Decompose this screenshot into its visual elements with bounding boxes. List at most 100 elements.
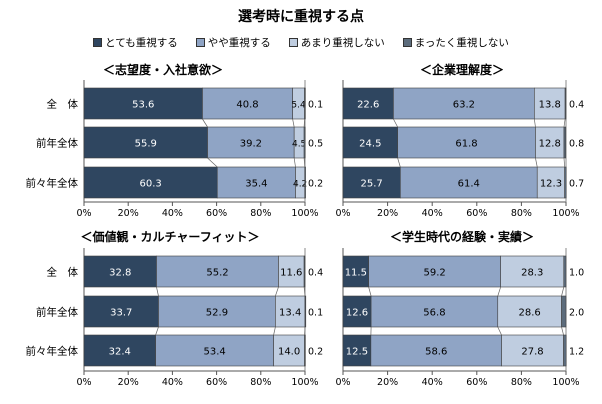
x-tick-label: 20% <box>377 208 398 219</box>
data-label: 53.6 <box>132 100 154 111</box>
data-label: 1.0 <box>569 268 584 279</box>
data-label: 63.2 <box>453 100 475 111</box>
x-tick-label: 80% <box>250 208 271 219</box>
bar-segment <box>563 126 567 159</box>
data-label: 32.4 <box>109 347 131 358</box>
bar-segment <box>561 295 567 328</box>
data-label: 11.6 <box>280 268 302 279</box>
bar-segment <box>83 255 157 288</box>
data-label: 60.3 <box>139 179 161 190</box>
data-label: 61.8 <box>455 139 477 150</box>
x-tick-label: 20% <box>118 208 139 219</box>
bar-segment <box>342 295 372 328</box>
legend-item-not-important-at-all: まったく重視しない <box>402 34 509 50</box>
x-tick-label: 60% <box>206 377 227 388</box>
bar-segment <box>500 255 565 288</box>
connector-line <box>207 157 218 168</box>
category-label: 前年全体 <box>36 306 78 319</box>
bar-segment <box>278 255 305 288</box>
connector-line <box>368 286 372 297</box>
x-tick-label: 40% <box>422 208 443 219</box>
chart-main-title: 選考時に重視する点 <box>238 9 364 25</box>
connector-line <box>497 326 502 336</box>
data-label: 12.5 <box>346 347 368 358</box>
bar-segment <box>83 87 203 120</box>
bar-segment <box>342 334 372 367</box>
legend-item-very-important: とても重視する <box>93 34 178 50</box>
x-tick-label: 100% <box>552 208 579 219</box>
x-tick-label: 60% <box>466 208 487 219</box>
bar-segment <box>304 295 307 328</box>
bar-segment <box>342 126 398 159</box>
bar-segment <box>501 334 564 367</box>
bar-segment <box>400 166 538 199</box>
data-label: 14.0 <box>278 347 300 358</box>
bar-segment <box>342 166 401 199</box>
data-label: 59.2 <box>424 268 446 279</box>
data-label: 52.9 <box>206 308 228 319</box>
data-label: 53.4 <box>203 347 225 358</box>
bar-segment <box>303 255 306 288</box>
x-tick-label: 80% <box>511 377 532 388</box>
legend-item-not-very-important: あまり重視しない <box>288 34 385 50</box>
connector-line <box>275 286 279 297</box>
data-label: 22.6 <box>357 100 379 111</box>
data-label: 12.6 <box>346 308 368 319</box>
bar-segment <box>202 87 293 120</box>
data-label: 33.7 <box>110 308 132 319</box>
panel-title: ＜価値観・カルチャーフィット＞ <box>81 229 260 244</box>
legend: とても重視する やや重視する あまり重視しない まったく重視しない <box>0 34 602 50</box>
data-label: 0.5 <box>308 139 323 150</box>
data-label: 58.6 <box>425 347 447 358</box>
x-tick-label: 0% <box>76 377 91 388</box>
legend-label: あまり重視しない <box>300 36 385 49</box>
data-label: 13.4 <box>279 308 301 319</box>
x-tick-label: 60% <box>466 377 487 388</box>
data-label: 32.8 <box>109 268 131 279</box>
connector-line <box>561 326 564 336</box>
data-label: 0.4 <box>308 268 323 279</box>
category-label: 全 体 <box>47 266 79 279</box>
connector-line <box>273 326 276 336</box>
panel-title: ＜学生時代の経験・実績＞ <box>390 229 534 244</box>
connector-line <box>292 118 295 128</box>
legend-label: やや重視する <box>207 36 271 49</box>
x-tick-label: 60% <box>206 208 227 219</box>
bar-segment <box>563 334 567 367</box>
panel-title: ＜志望度・入社意欲＞ <box>103 62 223 77</box>
x-tick-label: 0% <box>335 377 350 388</box>
data-label: 0.7 <box>569 179 584 190</box>
bar-segment <box>216 166 296 199</box>
connector-line <box>533 118 536 128</box>
bar-segment <box>370 334 502 367</box>
x-tick-label: 100% <box>552 377 579 388</box>
bar-segment <box>564 166 567 199</box>
legend-swatch <box>195 37 205 47</box>
connector-line <box>497 286 501 297</box>
connector-line <box>561 286 565 297</box>
data-label: 25.7 <box>361 179 383 190</box>
bar-segment <box>563 255 567 288</box>
connector-line <box>563 157 566 168</box>
connector-line <box>397 157 401 168</box>
bar-segment <box>342 87 394 120</box>
legend-label: とても重視する <box>105 36 178 49</box>
data-label: 55.9 <box>135 139 157 150</box>
connector-line <box>303 157 306 168</box>
data-label: 0.1 <box>308 100 323 111</box>
x-tick-label: 80% <box>250 377 271 388</box>
connector-line <box>393 118 398 128</box>
legend-swatch <box>288 37 298 47</box>
bar-segment <box>275 295 306 328</box>
category-label: 前年全体 <box>36 137 78 150</box>
x-tick-label: 80% <box>511 208 532 219</box>
data-label: 12.3 <box>540 179 562 190</box>
legend-swatch <box>93 37 103 47</box>
data-label: 56.8 <box>423 308 445 319</box>
bar-segment <box>370 295 499 328</box>
connector-line <box>535 157 538 168</box>
bar-segment <box>83 295 159 328</box>
x-tick-label: 0% <box>76 208 91 219</box>
bar-segment <box>156 255 279 288</box>
